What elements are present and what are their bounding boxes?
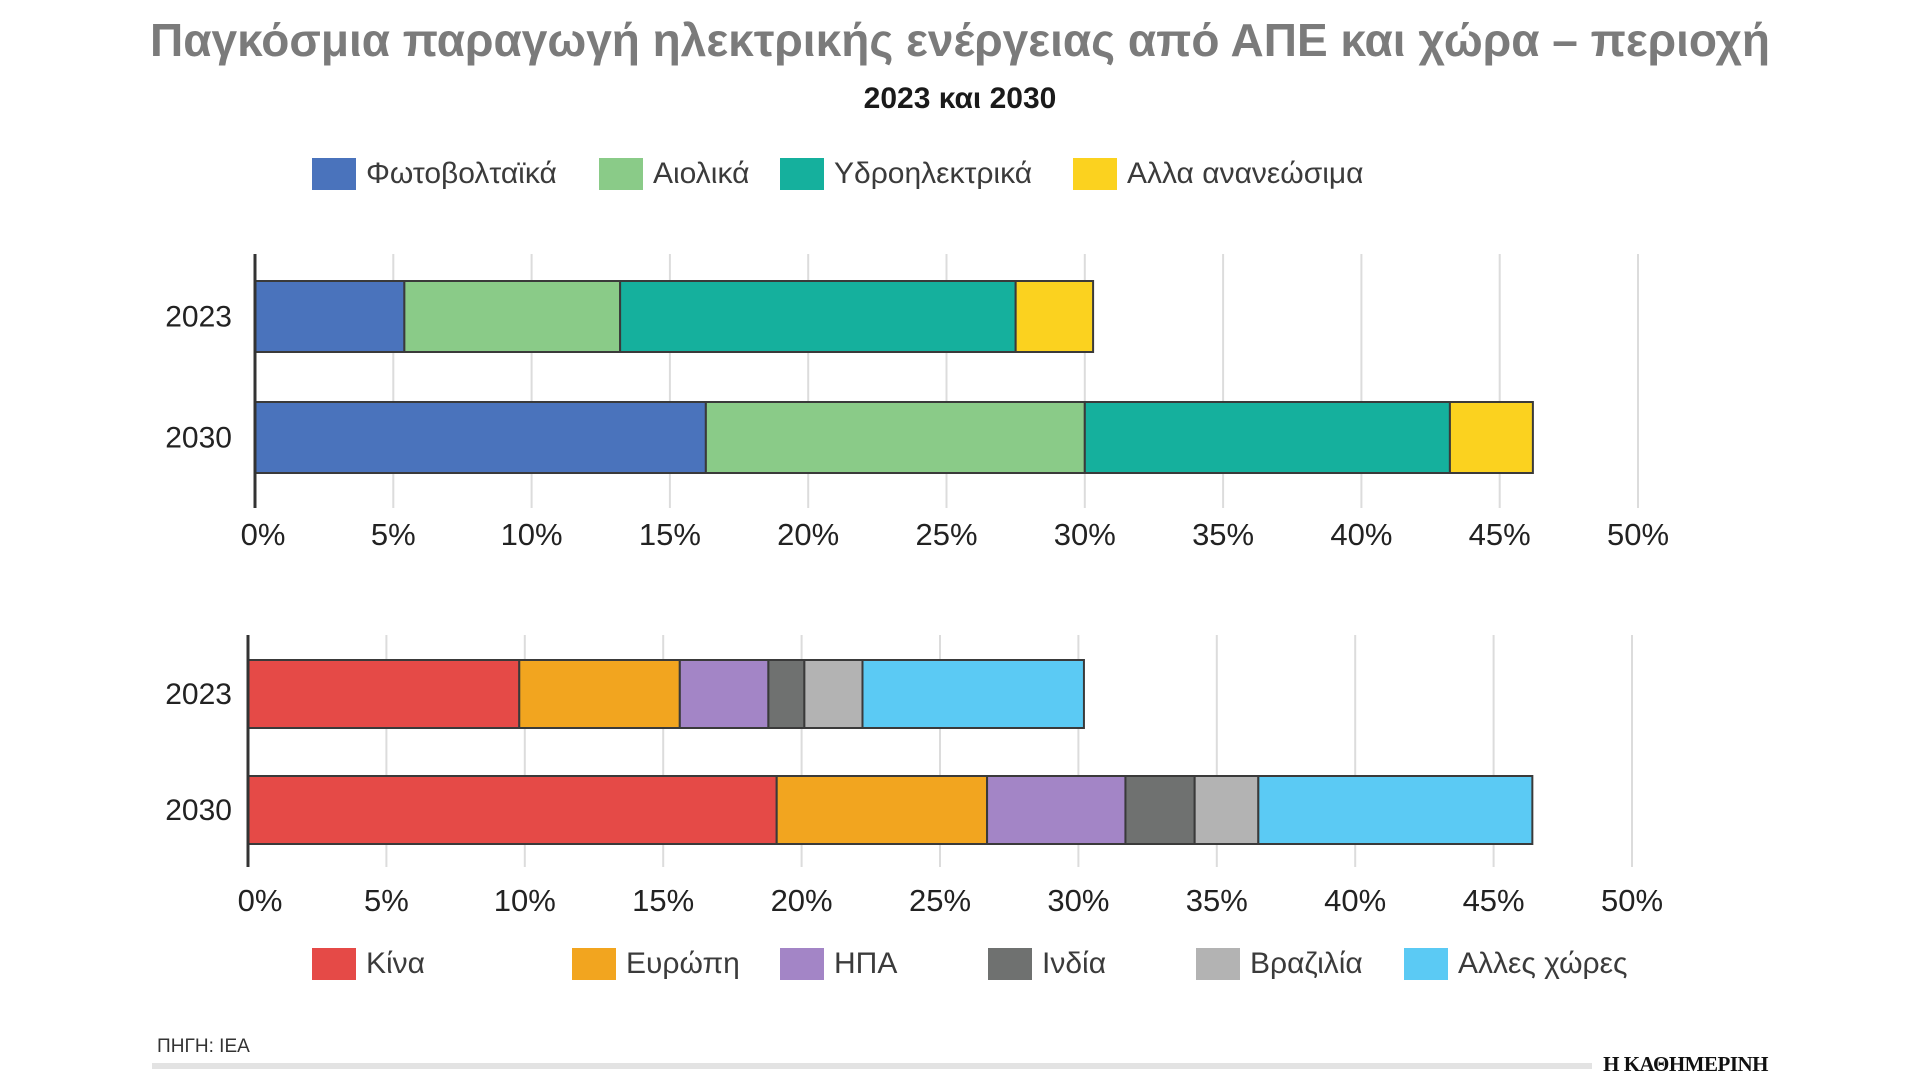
bar-segment-2030-hydro: [1083, 401, 1451, 474]
bar-segment-2023-other-countries: [861, 659, 1085, 729]
x-tick-label-5: 5%: [371, 517, 416, 552]
legend-item-wind: Αιολικά: [599, 158, 749, 190]
publisher-logo: Η ΚΑΘΗΜΕΡΙΝΗ: [1603, 1052, 1768, 1076]
legend-label-hydro: Υδροηλεκτρικά: [834, 157, 1033, 190]
x-tick-label-40: 40%: [1324, 883, 1386, 918]
bar-segment-2023-brazil: [803, 659, 864, 729]
region-chart: 2023 2030 0% 5% 10% 15% 20% 25% 30% 35% 40% 45% 50%: [165, 635, 1663, 918]
x-tick-label-10: 10%: [494, 883, 556, 918]
legend-label-usa: ΗΠΑ: [834, 947, 898, 980]
bar-segment-2030-wind: [704, 401, 1086, 474]
legend-label-other-renewables: Αλλα ανανεώσιμα: [1127, 157, 1364, 190]
legend-swatch-usa: [780, 948, 824, 980]
legend-swatch-brazil: [1196, 948, 1240, 980]
technology-chart: 2023 2030 0% 5% 10% 15% 20% 25% 30% 35% 40% 45% 50%: [165, 254, 1669, 552]
bar-segment-2023-usa: [678, 659, 770, 729]
x-tick-label-35: 35%: [1186, 883, 1248, 918]
x-tick-label-30: 30%: [1054, 517, 1116, 552]
legend-item-other-renewables: Αλλα ανανεώσιμα: [1073, 158, 1364, 190]
page-subtitle: 2023 και 2030: [863, 82, 1057, 115]
stacked-bar-2023: [247, 659, 1085, 729]
x-tick-label-20: 20%: [777, 517, 839, 552]
category-label-2030: 2030: [165, 794, 232, 827]
legend-item-solar: Φωτοβολταϊκά: [312, 158, 557, 190]
legend-item-europe: Ευρώπη: [572, 948, 740, 980]
bar-segment-2030-other-countries: [1257, 775, 1534, 845]
x-tick-label-40: 40%: [1330, 517, 1392, 552]
legend-swatch-other-countries: [1404, 948, 1448, 980]
bar-segment-2030-india: [1124, 775, 1196, 845]
x-tick-label-0: 0%: [241, 517, 286, 552]
source-note: ΠΗΓΗ: IEA: [157, 1036, 250, 1057]
category-label-2023: 2023: [165, 301, 232, 334]
category-label-2023: 2023: [165, 678, 232, 711]
x-tick-label-0: 0%: [238, 883, 283, 918]
legend-swatch-europe: [572, 948, 616, 980]
bar-segment-2030-europe: [775, 775, 989, 845]
page-title: Παγκόσμια παραγωγή ηλεκτρικής ενέργειας …: [150, 14, 1770, 66]
x-tick-label-10: 10%: [501, 517, 563, 552]
legend-swatch-china: [312, 948, 356, 980]
bar-segment-2023-europe: [518, 659, 681, 729]
bar-segment-2023-other-renewables: [1014, 280, 1095, 353]
x-tick-label-45: 45%: [1463, 883, 1525, 918]
legend-swatch-hydro: [780, 158, 824, 190]
bar-segment-2023-india: [767, 659, 806, 729]
bar-segment-2030-usa: [986, 775, 1127, 845]
bar-segment-2030-china: [247, 775, 778, 845]
legend-swatch-wind: [599, 158, 643, 190]
bar-segment-2023-china: [247, 659, 521, 729]
x-tick-label-15: 15%: [632, 883, 694, 918]
legend-item-india: Ινδία: [988, 948, 1106, 980]
x-tick-label-15: 15%: [639, 517, 701, 552]
legend-swatch-other-renewables: [1073, 158, 1117, 190]
x-tick-label-25: 25%: [915, 517, 977, 552]
x-tick-label-5: 5%: [364, 883, 409, 918]
category-label-2030: 2030: [165, 422, 232, 455]
legend-item-hydro: Υδροηλεκτρικά: [780, 158, 1032, 190]
bar-segment-2030-brazil: [1193, 775, 1260, 845]
stacked-bar-2023: [254, 280, 1095, 353]
legend-item-other-countries: Αλλες χώρες: [1404, 948, 1627, 980]
legend-label-europe: Ευρώπη: [626, 947, 740, 980]
bar-segment-2030-other-renewables: [1448, 401, 1534, 474]
x-tick-label-20: 20%: [771, 883, 833, 918]
x-tick-label-25: 25%: [909, 883, 971, 918]
legend-label-brazil: Βραζιλία: [1250, 947, 1363, 980]
footer-divider: [152, 1063, 1592, 1069]
legend-item-brazil: Βραζιλία: [1196, 948, 1363, 980]
x-tick-label-50: 50%: [1601, 883, 1663, 918]
legend-label-wind: Αιολικά: [653, 157, 750, 190]
x-tick-label-45: 45%: [1469, 517, 1531, 552]
legend-swatch-india: [988, 948, 1032, 980]
legend-item-usa: ΗΠΑ: [780, 948, 897, 980]
stacked-bar-2030: [247, 775, 1534, 845]
legend-item-china: Κίνα: [312, 948, 425, 980]
stacked-bar-2030: [254, 401, 1534, 474]
bar-segment-2023-hydro: [619, 280, 1017, 353]
legend-label-india: Ινδία: [1042, 947, 1107, 980]
bar-segment-2030-solar: [254, 401, 707, 474]
x-tick-label-30: 30%: [1047, 883, 1109, 918]
legend-swatch-solar: [312, 158, 356, 190]
legend-label-other-countries: Αλλες χώρες: [1458, 947, 1628, 980]
x-tick-label-35: 35%: [1192, 517, 1254, 552]
legend-label-china: Κίνα: [366, 947, 426, 980]
x-tick-label-50: 50%: [1607, 517, 1669, 552]
legend-label-solar: Φωτοβολταϊκά: [366, 157, 557, 190]
bar-segment-2023-wind: [403, 280, 622, 353]
bar-segment-2023-solar: [254, 280, 406, 353]
